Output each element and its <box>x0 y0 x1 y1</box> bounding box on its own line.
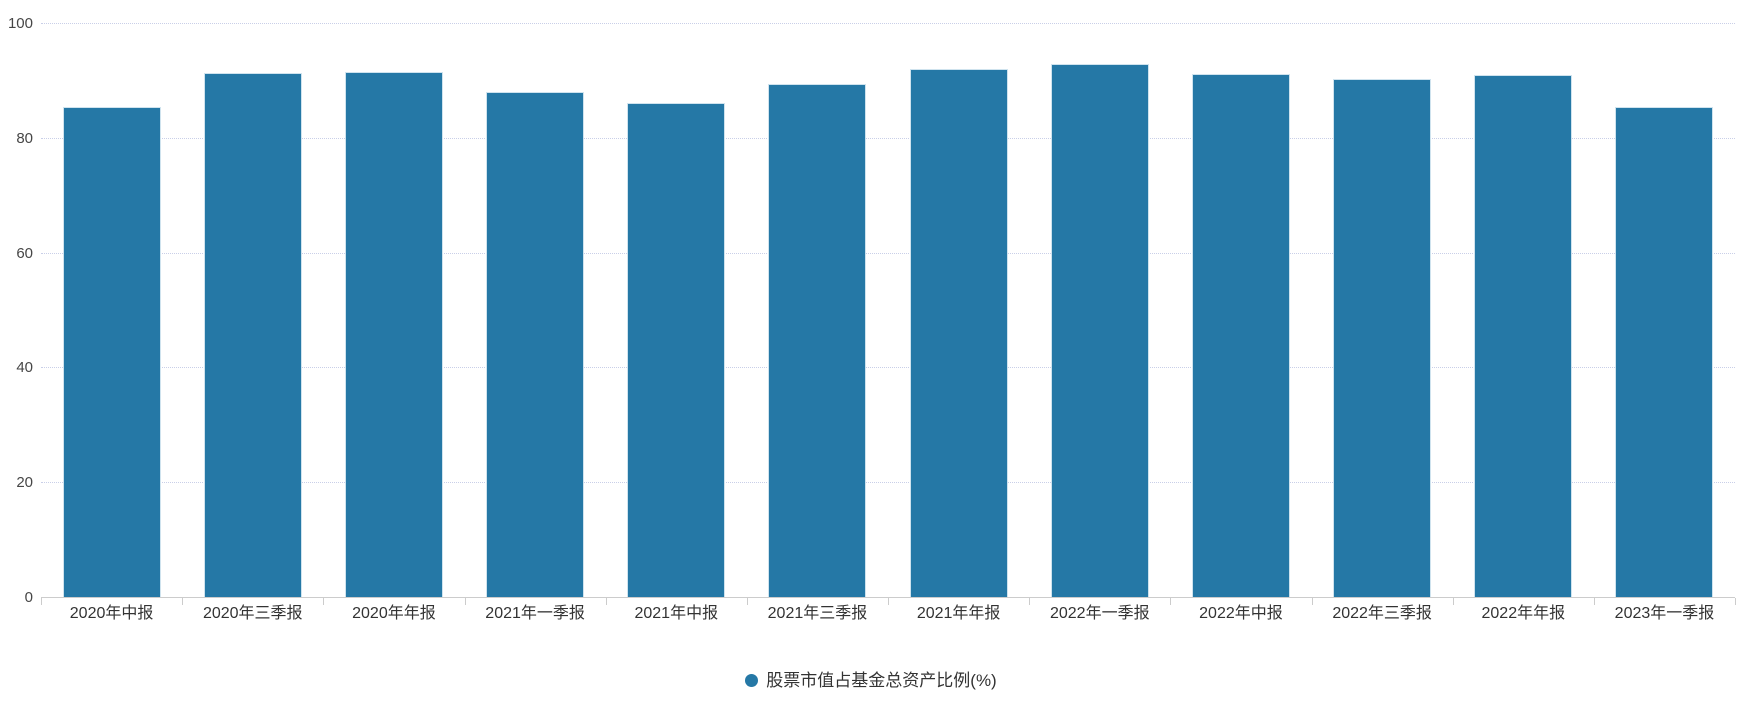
bar[interactable] <box>768 83 867 597</box>
bar[interactable] <box>203 72 302 597</box>
x-axis-category-label: 2020年三季报 <box>202 605 303 622</box>
bar-cell <box>1312 23 1453 597</box>
x-axis-tick <box>41 598 42 605</box>
bar-cell <box>888 23 1029 597</box>
bar[interactable] <box>1191 74 1290 597</box>
bar[interactable] <box>909 68 1008 597</box>
legend-label: 股票市值占基金总资产比例(%) <box>766 671 997 690</box>
x-axis-tick <box>1452 598 1454 605</box>
bar-cell <box>1453 23 1594 597</box>
x-axis-tick <box>746 598 748 605</box>
x-axis-tick <box>888 598 889 605</box>
x-axis-tick <box>1735 598 1736 605</box>
bar[interactable] <box>1050 63 1149 597</box>
bar-cell <box>1029 23 1170 597</box>
bar-cell <box>1594 23 1735 597</box>
bar[interactable] <box>1474 74 1573 597</box>
bar-cell <box>1170 23 1311 597</box>
bar-cell <box>41 23 182 597</box>
legend-item[interactable]: 股票市值占基金总资产比例(%) <box>0 668 1742 693</box>
x-axis-category-label: 2022年年报 <box>1481 605 1566 622</box>
bar[interactable] <box>1615 106 1714 597</box>
x-axis-category-label: 2021年年报 <box>916 605 1001 622</box>
gridline <box>41 367 1735 369</box>
x-axis-tick <box>464 598 466 605</box>
x-axis-category-label: 2021年中报 <box>634 605 719 622</box>
x-axis-category-label: 2022年三季报 <box>1332 605 1432 622</box>
x-axis-category-labels: 2020年中报 2020年三季报 2020年年报 2021年一季报 2021年中报 202… <box>41 603 1735 625</box>
y-axis-tick-label: 60 <box>16 244 33 262</box>
bar[interactable] <box>344 71 443 597</box>
y-axis-tick-label: 20 <box>16 474 33 492</box>
x-axis-tick <box>1311 598 1313 605</box>
x-axis-tick <box>1029 598 1031 605</box>
y-axis-tick-label: 40 <box>16 359 33 377</box>
bar-cell <box>747 23 888 597</box>
x-axis-category-label: 2021年一季报 <box>485 605 585 622</box>
y-axis-tick-label: 0 <box>24 589 33 606</box>
gridline <box>41 482 1735 484</box>
y-axis-tick-label: 100 <box>7 15 33 32</box>
bar-cell <box>606 23 747 597</box>
bar-cell <box>465 23 606 597</box>
x-axis-tick <box>1170 598 1172 605</box>
x-axis-category-label: 2020年年报 <box>352 605 436 622</box>
y-axis-tick-label: 80 <box>16 129 33 147</box>
gridline <box>41 252 1735 254</box>
x-axis-category-label: 2020年中报 <box>69 605 154 622</box>
x-axis-category-label: 2022年中报 <box>1199 605 1283 622</box>
x-axis-tick <box>605 598 607 605</box>
x-axis-category-label: 2023年一季报 <box>1614 605 1715 622</box>
gridline <box>41 23 1735 24</box>
x-axis-tick <box>1593 598 1595 605</box>
x-axis-category-label: 2022年一季报 <box>1049 605 1150 622</box>
bar[interactable] <box>62 106 161 597</box>
x-axis-category-label: 2021年三季报 <box>767 605 868 622</box>
bar[interactable] <box>627 102 726 597</box>
bar-series <box>41 23 1735 597</box>
bar-cell <box>323 23 464 597</box>
plot-area <box>41 23 1736 605</box>
bar-cell <box>182 23 323 597</box>
bar[interactable] <box>486 91 585 597</box>
bar[interactable] <box>1333 79 1432 597</box>
x-axis-line <box>41 597 1735 598</box>
legend-marker-icon <box>745 674 759 687</box>
gridline <box>41 137 1735 139</box>
x-axis-tick <box>182 598 184 605</box>
x-axis-tick <box>323 598 325 605</box>
